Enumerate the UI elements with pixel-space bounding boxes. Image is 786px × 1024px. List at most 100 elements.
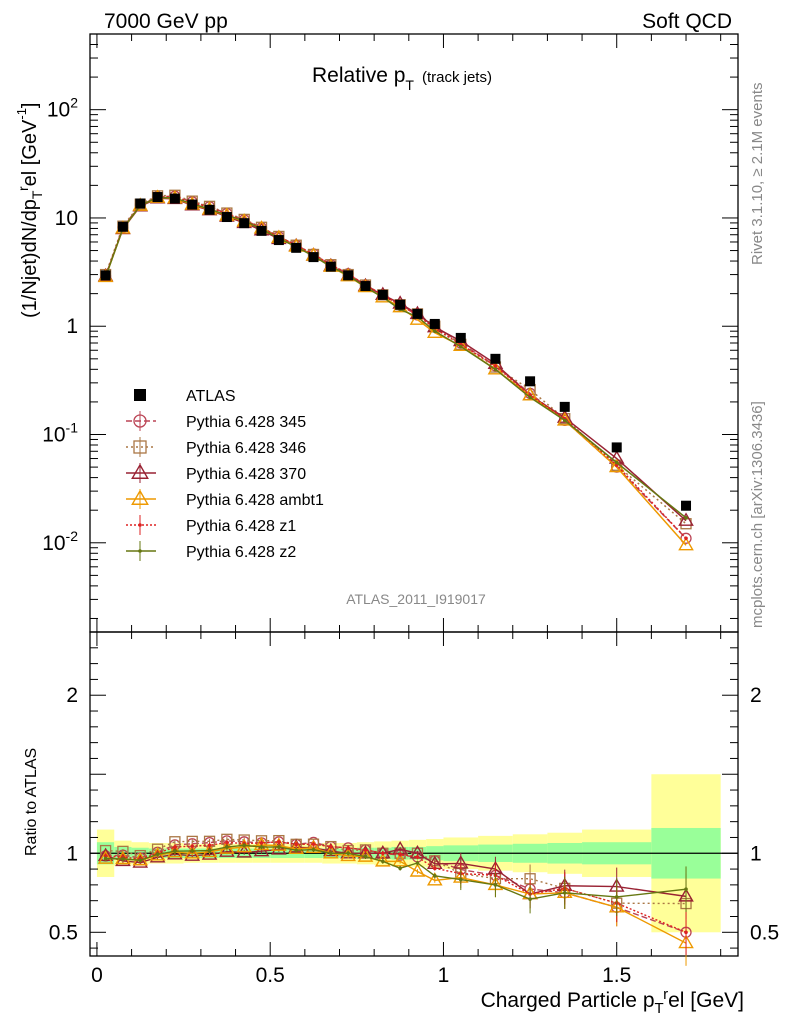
ratio-point [458,877,463,882]
ratio-point [253,836,270,851]
legend-marker [131,463,149,479]
atlas-point [187,199,198,210]
ratio-point [184,844,201,859]
ratio-point [277,840,281,844]
series-point [528,395,532,400]
atlas-point [681,500,692,511]
atlas-point [135,198,146,209]
ratio-point [207,843,212,848]
legend-marker [131,489,149,505]
atlas-point [152,192,163,203]
main-title: Relative pT (track jets) [312,64,492,93]
legend-label: Pythia 6.428 345 [186,414,306,431]
ratio-y-tick-label: 0.5 [750,921,779,944]
ratio-point [684,930,688,935]
series-point [680,532,692,544]
y-tick-label: 102 [47,95,78,122]
atlas-point [395,299,406,310]
ratio-point [219,843,235,857]
legend-entry: Pythia 6.428 ambt1 [126,489,324,509]
atlas-point [343,270,354,281]
y-tick-label-base: 10 [55,207,78,230]
legend-marker [134,389,146,401]
y-tick-label: 1 [66,315,78,338]
legend-entry: ATLAS [134,388,236,405]
ratio-point [346,851,350,856]
y-tick-label-base: 10 [47,99,70,122]
ratio-point [103,856,108,861]
y-tick-label: 10-2 [42,528,78,555]
ratio-line [105,840,687,933]
ratio-point [201,846,218,860]
legend-entry: Pythia 6.428 z1 [126,515,296,535]
series-point [493,364,498,368]
y-tick-label-exp: -1 [66,420,79,436]
ratio-point [329,844,333,849]
main-title-extra: (track jets) [422,69,492,86]
y-tick-label: 10 [55,207,78,230]
legend-entry: Pythia 6.428 370 [126,463,306,483]
ratio-point [415,855,420,859]
atlas-point [117,221,128,232]
header-left: 7000 GeV pp [104,10,228,33]
atlas-point [308,252,319,263]
ratio-point [426,872,443,886]
y-tick-label-base: 10 [42,532,65,555]
atlas-point [412,308,423,319]
atlas-point [204,204,215,215]
main-y-axis-label: (1/Njet)dN/dpTrel [GeV-1] [14,103,45,318]
ratio-point [398,866,402,871]
ratio-point [340,847,356,862]
legend-marker [138,523,142,527]
ratio-point [381,851,385,856]
ratio-point [329,851,333,856]
ratio-point [363,848,368,852]
atlas-point [611,442,622,453]
atlas-point [325,261,336,272]
atlas-point [256,225,267,236]
ratio-point [305,839,322,854]
legend-label: Pythia 6.428 370 [186,466,306,483]
mcplots-label: mcplots.cern.ch [arXiv:1306.3436] [749,401,766,628]
main-frame [89,33,739,633]
rivet-label: Rivet 3.1.10, ≥ 2.1M events [749,83,766,266]
ratio-point [225,840,229,845]
ratio-point [155,852,160,857]
series-point [684,516,688,520]
analysis-label: ATLAS_2011_I919017 [346,591,486,607]
ratio-frame [89,631,739,957]
ratio-plot: 0 0.5 1 1.5 0.5 0.5 1 1 2 2 [49,631,779,987]
legend-entry: Pythia 6.428 346 [126,437,306,457]
atlas-point [455,332,466,343]
legend-entry: Pythia 6.428 345 [126,411,306,431]
ratio-point [294,842,298,847]
series-4 [103,194,688,541]
series-0 [99,190,692,544]
y-tick-label-base: 10 [42,424,65,447]
legend-marker [133,414,147,428]
ratio-point [97,850,114,864]
ratio-y-tick-label: 2 [66,684,78,707]
series-point [426,324,443,338]
main-title-sub: T [405,77,414,93]
legend-marker [138,549,142,553]
x-tick-label: 1.5 [602,964,631,987]
ratio-point [432,866,437,871]
ratio-point [173,849,177,853]
ratio-point [103,854,108,858]
series-point [684,536,688,541]
x-axis-label: Charged Particle pTrel [GeV] [481,986,744,1017]
main-title-base: Relative p [312,64,405,87]
ratio-y-tick-label: 2 [750,684,762,707]
atlas-point [100,270,111,281]
x-tick-label: 0 [91,964,103,987]
ratio-y-tick-label: 1 [66,842,78,865]
atlas-point [239,218,250,229]
series-line [104,195,687,539]
ratio-point [259,845,264,849]
series-point [562,418,567,423]
ratio-y-axis-label: Ratio to ATLAS [23,748,40,856]
y-tick-label-exp: -2 [66,528,79,544]
atlas-point [559,401,570,412]
